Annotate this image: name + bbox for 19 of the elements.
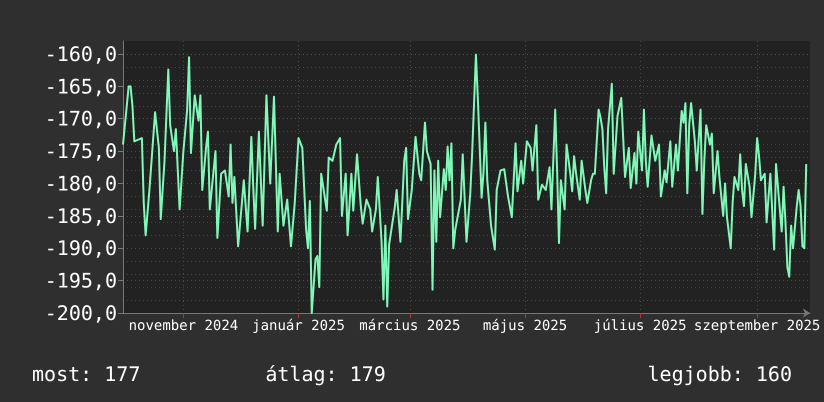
y-tick-label: -160,0 bbox=[44, 42, 117, 66]
x-tick-label: szeptember 2025 bbox=[694, 318, 820, 334]
x-tick-label: július 2025 bbox=[594, 318, 686, 334]
y-tick-label: -190,0 bbox=[44, 236, 117, 260]
text: átlag: 179 bbox=[265, 362, 386, 386]
y-tick-label: -185,0 bbox=[44, 204, 117, 228]
x-tick-label: november 2024 bbox=[128, 318, 238, 334]
x-tick-label: január 2025 bbox=[252, 318, 345, 334]
x-tick-label: május 2025 bbox=[482, 318, 568, 334]
y-tick-label: -170,0 bbox=[44, 106, 117, 131]
y-tick-label: -195,0 bbox=[44, 268, 117, 293]
text: most: 177 bbox=[32, 362, 140, 386]
line-series bbox=[122, 54, 808, 314]
y-tick-label: -165,0 bbox=[44, 74, 117, 98]
x-tick-label: március 2025 bbox=[359, 318, 460, 334]
y-tick-label: -200,0 bbox=[44, 301, 117, 325]
y-tick-label: -180,0 bbox=[44, 171, 117, 196]
text: legjobb: 160 bbox=[648, 362, 792, 386]
y-tick-label: -175,0 bbox=[44, 139, 117, 164]
